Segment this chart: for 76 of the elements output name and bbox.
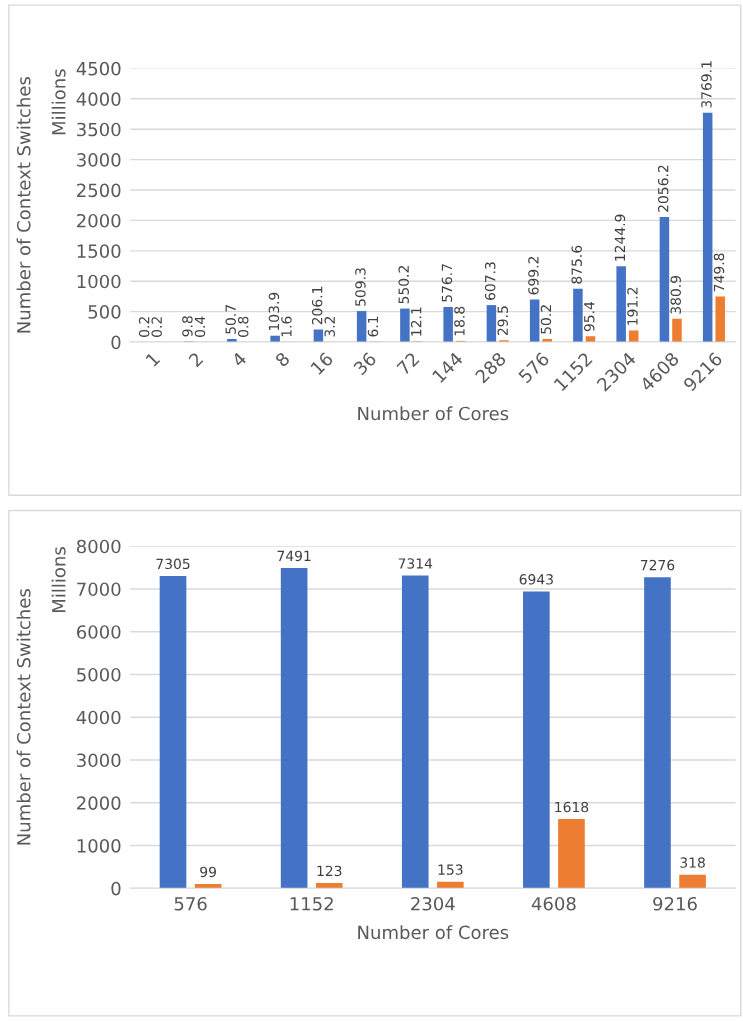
y-tick-label: 4000 bbox=[76, 92, 121, 106]
x-tick-label: 9216 bbox=[653, 896, 697, 911]
data-label: 318 bbox=[680, 857, 705, 868]
data-label: 380.9 bbox=[670, 275, 681, 314]
data-label: 550.2 bbox=[398, 266, 409, 304]
y-tick-label: 3000 bbox=[77, 753, 121, 768]
data-label: 576.7 bbox=[441, 264, 453, 302]
y-axis-title: Number of Context Switches bbox=[16, 77, 31, 333]
x-tick-label: 8 bbox=[274, 351, 291, 368]
y-tick-label: 2000 bbox=[77, 213, 121, 228]
data-label: 699.2 bbox=[528, 256, 539, 295]
y-tick-label: 3000 bbox=[77, 153, 121, 167]
data-label: 1244.9 bbox=[614, 214, 626, 261]
data-label: 6.1 bbox=[367, 316, 379, 337]
y-tick-label: 4000 bbox=[76, 710, 121, 725]
data-label: 0.8 bbox=[237, 316, 249, 337]
y-tick-label: 6000 bbox=[77, 625, 121, 639]
data-label: 99 bbox=[200, 866, 216, 878]
x-tick-label: 36 bbox=[352, 351, 377, 376]
data-label: 509.3 bbox=[355, 268, 366, 306]
y-tick-label: 0 bbox=[111, 881, 121, 896]
y-tick-label: 2000 bbox=[77, 796, 121, 810]
x-tick-label: 1 bbox=[145, 351, 161, 367]
data-label: 7491 bbox=[277, 550, 311, 562]
y-axis-title: Number of Context Switches bbox=[16, 589, 31, 845]
data-label: 206.1 bbox=[311, 286, 323, 325]
y-tick-label: 7000 bbox=[77, 582, 121, 597]
x-tick-label: 4 bbox=[231, 351, 248, 368]
y-tick-label: 0 bbox=[111, 335, 121, 350]
x-tick-label: 2 bbox=[187, 351, 204, 368]
x-axis-title: Number of Cores bbox=[358, 925, 509, 940]
x-tick-label: 144 bbox=[431, 351, 464, 384]
data-label: 607.3 bbox=[484, 262, 496, 300]
y-tick-label: 2500 bbox=[77, 183, 121, 198]
data-label: 875.6 bbox=[571, 245, 582, 284]
y-tick-label: 4500 bbox=[76, 61, 121, 76]
data-label: 191.2 bbox=[627, 287, 638, 325]
y-tick-label: 500 bbox=[88, 305, 121, 319]
data-label: 9.8 bbox=[182, 316, 193, 337]
data-label: 103.9 bbox=[268, 292, 280, 331]
x-tick-label: 2304 bbox=[411, 896, 455, 911]
data-label: 153 bbox=[438, 864, 463, 875]
data-label: 0.2 bbox=[151, 317, 162, 337]
x-tick-label: 72 bbox=[396, 351, 420, 376]
y-tick-label: 5000 bbox=[77, 667, 121, 682]
data-label: 1618 bbox=[555, 801, 589, 813]
data-label: 0.4 bbox=[194, 316, 206, 337]
x-tick-label: 576 bbox=[174, 896, 207, 911]
data-label: 12.1 bbox=[410, 307, 422, 336]
x-axis-title: Number of Cores bbox=[358, 406, 509, 421]
y-tick-label: 1000 bbox=[77, 274, 121, 289]
data-label: 7276 bbox=[640, 559, 675, 571]
y-tick-label: 1500 bbox=[77, 244, 121, 258]
x-tick-label: 1152 bbox=[290, 896, 333, 911]
data-label: 95.4 bbox=[583, 301, 595, 332]
data-label: 50.2 bbox=[540, 305, 552, 334]
data-label: 18.8 bbox=[454, 306, 465, 336]
x-tick-label: 4608 bbox=[531, 896, 576, 911]
data-label: 29.5 bbox=[497, 306, 508, 336]
y-tick-label: 3500 bbox=[77, 122, 121, 137]
text: Millions bbox=[51, 547, 66, 612]
text: Millions bbox=[51, 69, 66, 135]
data-label: 7305 bbox=[156, 558, 190, 570]
data-label: 1.6 bbox=[281, 316, 292, 337]
data-label: 0.2 bbox=[138, 317, 150, 337]
y-tick-label: 1000 bbox=[77, 838, 121, 853]
x-tick-label: 16 bbox=[310, 351, 334, 376]
data-label: 749.8 bbox=[713, 253, 725, 292]
data-label: 2056.2 bbox=[657, 165, 669, 212]
data-label: 3.2 bbox=[324, 316, 335, 337]
data-label: 7314 bbox=[398, 558, 433, 569]
data-label: 6943 bbox=[519, 574, 553, 585]
data-label: 3769.1 bbox=[701, 61, 712, 108]
y-tick-label: 8000 bbox=[76, 539, 121, 554]
data-label: 123 bbox=[317, 865, 342, 877]
data-label: 50.7 bbox=[225, 305, 236, 334]
